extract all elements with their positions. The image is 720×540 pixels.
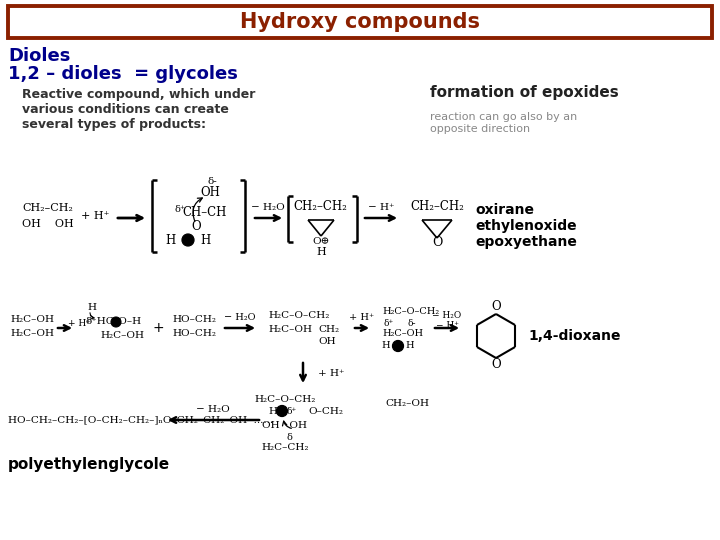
Text: O⊕: O⊕ [312,237,330,246]
Text: formation of epoxides: formation of epoxides [430,84,618,99]
Text: Dioles: Dioles [8,47,71,65]
Text: HO–CH₂–CH₂–[O–CH₂–CH₂–]ₙO–CH₂–CH₂–OH  ......: HO–CH₂–CH₂–[O–CH₂–CH₂–]ₙO–CH₂–CH₂–OH ...… [8,415,273,424]
Text: + H⁺: + H⁺ [81,211,109,221]
Text: OH    OH: OH OH [22,219,73,229]
Text: + H⁺: + H⁺ [349,314,374,322]
Text: H₂C–OH: H₂C–OH [268,326,312,334]
Text: CH₂–CH₂: CH₂–CH₂ [22,203,73,213]
Text: CH₂–CH₂: CH₂–CH₂ [293,199,347,213]
Text: epoxyethane: epoxyethane [475,235,577,249]
Text: CH₂–OH: CH₂–OH [385,399,429,408]
Text: 1,2 – dioles  = glycoles: 1,2 – dioles = glycoles [8,65,238,83]
Text: H: H [382,341,390,350]
Text: δ⁺: δ⁺ [384,319,395,327]
Text: H₂C–OH: H₂C–OH [10,329,54,339]
Text: H: H [269,407,277,415]
Text: H: H [405,341,414,350]
Text: CH₂: CH₂ [318,326,339,334]
Text: OH: OH [200,186,220,199]
Text: O: O [432,237,442,249]
Text: CH₂–CH₂: CH₂–CH₂ [410,199,464,213]
Text: CH–CH: CH–CH [183,206,228,219]
Text: + H⁺: + H⁺ [68,320,91,328]
Text: + H⁺: + H⁺ [318,369,344,379]
Text: H₂C–O–CH₂: H₂C–O–CH₂ [254,395,315,403]
Text: − H⁺: − H⁺ [436,321,459,330]
Text: H₂C–O–CH₂: H₂C–O–CH₂ [268,312,329,321]
Circle shape [392,341,403,352]
Circle shape [276,406,287,416]
Text: OH: OH [318,338,336,347]
Text: O–CH₂: O–CH₂ [308,407,343,415]
Text: δ-: δ- [407,319,415,327]
Text: H₂C–OH: H₂C–OH [382,329,423,339]
Text: H: H [316,247,326,257]
Text: H₂C–CH₂: H₂C–CH₂ [261,442,309,451]
Text: − H₂O: − H₂O [433,312,462,321]
Text: oxirane: oxirane [475,203,534,217]
Text: Hydroxy compounds: Hydroxy compounds [240,12,480,32]
Text: H₂C–OH: H₂C–OH [100,332,144,341]
Text: δ⁺: δ⁺ [174,206,186,214]
Text: δ⁺HC: δ⁺HC [86,318,114,327]
Text: OH   OH: OH OH [263,421,307,429]
Text: +: + [152,321,164,335]
Text: H: H [165,233,175,246]
Text: O: O [491,359,501,372]
Text: H: H [88,303,96,313]
Text: H₂C–O–CH₂: H₂C–O–CH₂ [382,307,439,316]
Text: –O–H: –O–H [114,318,142,327]
Text: polyethylenglycole: polyethylenglycole [8,457,170,472]
Circle shape [111,317,121,327]
Text: ⊕: ⊕ [113,318,120,327]
Text: O: O [491,300,501,314]
Text: ⊖: ⊖ [184,235,192,245]
Text: H₂C–OH: H₂C–OH [10,315,54,325]
Text: O: O [192,219,201,233]
Text: − H⁺: − H⁺ [368,204,395,213]
Text: Reactive compound, which under
various conditions can create
several types of pr: Reactive compound, which under various c… [22,88,256,131]
Text: − H₂O: − H₂O [196,404,230,414]
Text: H: H [200,233,210,246]
Text: ethylenoxide: ethylenoxide [475,219,577,233]
FancyBboxPatch shape [8,6,712,38]
Text: − H₂O: − H₂O [251,204,285,213]
Text: δ: δ [286,433,292,442]
Text: HO–CH₂: HO–CH₂ [172,315,216,325]
Text: 1,4-dioxane: 1,4-dioxane [528,329,621,343]
Circle shape [182,234,194,246]
Text: reaction can go also by an
opposite direction: reaction can go also by an opposite dire… [430,112,577,133]
Text: δ-: δ- [207,178,217,186]
Text: δ⁺: δ⁺ [287,407,297,415]
Text: HO–CH₂: HO–CH₂ [172,329,216,339]
Text: ⊕: ⊕ [279,407,285,415]
Text: ⊕: ⊕ [395,341,401,350]
Text: − H₂O: − H₂O [224,314,256,322]
